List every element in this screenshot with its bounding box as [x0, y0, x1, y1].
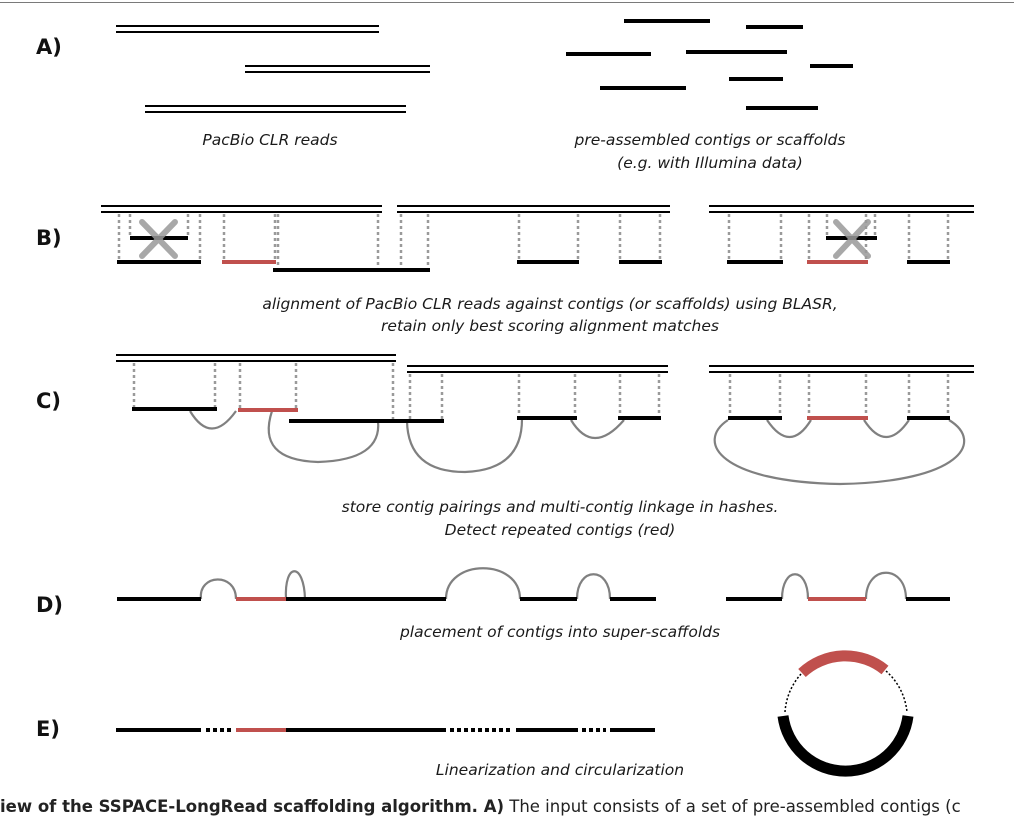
- circle-gap: [885, 670, 908, 713]
- caption-pacbio-reads: PacBio CLR reads: [202, 131, 338, 149]
- panel-label-e: E): [36, 717, 60, 741]
- b-reads: [101, 205, 974, 213]
- caption-store-line1: store contig pairings and multi-contig l…: [341, 498, 779, 516]
- figure-caption-text: The input consists of a set of pre-assem…: [504, 797, 961, 816]
- c-reads: [116, 354, 974, 373]
- pacbio-reads-group: [116, 25, 430, 113]
- caption-linearization: Linearization and circularization: [435, 761, 685, 779]
- panel-label-c: C): [36, 389, 62, 413]
- caption-alignment-line2: retain only best scoring alignment match…: [381, 317, 719, 335]
- figure-caption: iew of the SSPACE-LongRead scaffolding a…: [0, 797, 1014, 818]
- caption-store-line2: Detect repeated contigs (red): [444, 521, 676, 539]
- pacbio-read: [116, 25, 379, 33]
- circular-scaffold: [777, 650, 914, 777]
- rejected-alignment-mark: [139, 219, 178, 259]
- pacbio-read: [709, 205, 974, 213]
- b-contigs: [117, 236, 950, 272]
- pacbio-read: [101, 205, 382, 213]
- circle-contig: [777, 715, 914, 777]
- pacbio-read: [245, 65, 430, 73]
- caption-contigs-line1: pre-assembled contigs or scaffolds: [574, 131, 846, 149]
- caption-alignment-line1: alignment of PacBio CLR reads against co…: [262, 295, 838, 313]
- pacbio-read: [407, 365, 668, 373]
- caption-placement: placement of contigs into super-scaffold…: [399, 623, 721, 641]
- c-alignment-links: [132, 363, 950, 421]
- rejected-alignment-mark: [833, 219, 871, 259]
- pacbio-read: [397, 205, 670, 213]
- contigs-group: [566, 19, 853, 110]
- pacbio-read: [116, 354, 396, 362]
- caption-contigs-line2: (e.g. with Illumina data): [617, 154, 803, 172]
- panel-label-b: B): [36, 226, 62, 250]
- panel-label-d: D): [36, 593, 64, 617]
- c-contigs: [132, 407, 950, 423]
- top-rule: [0, 2, 1014, 3]
- c-linkage-arcs: [189, 410, 966, 486]
- circle-gap: [784, 673, 802, 713]
- circle-repeat-contig: [798, 650, 889, 678]
- pacbio-read: [709, 365, 974, 373]
- pacbio-read: [145, 105, 406, 113]
- panel-label-a: A): [36, 35, 62, 59]
- figure-caption-bold: iew of the SSPACE-LongRead scaffolding a…: [0, 797, 504, 816]
- d-gap-arcs: [199, 567, 908, 600]
